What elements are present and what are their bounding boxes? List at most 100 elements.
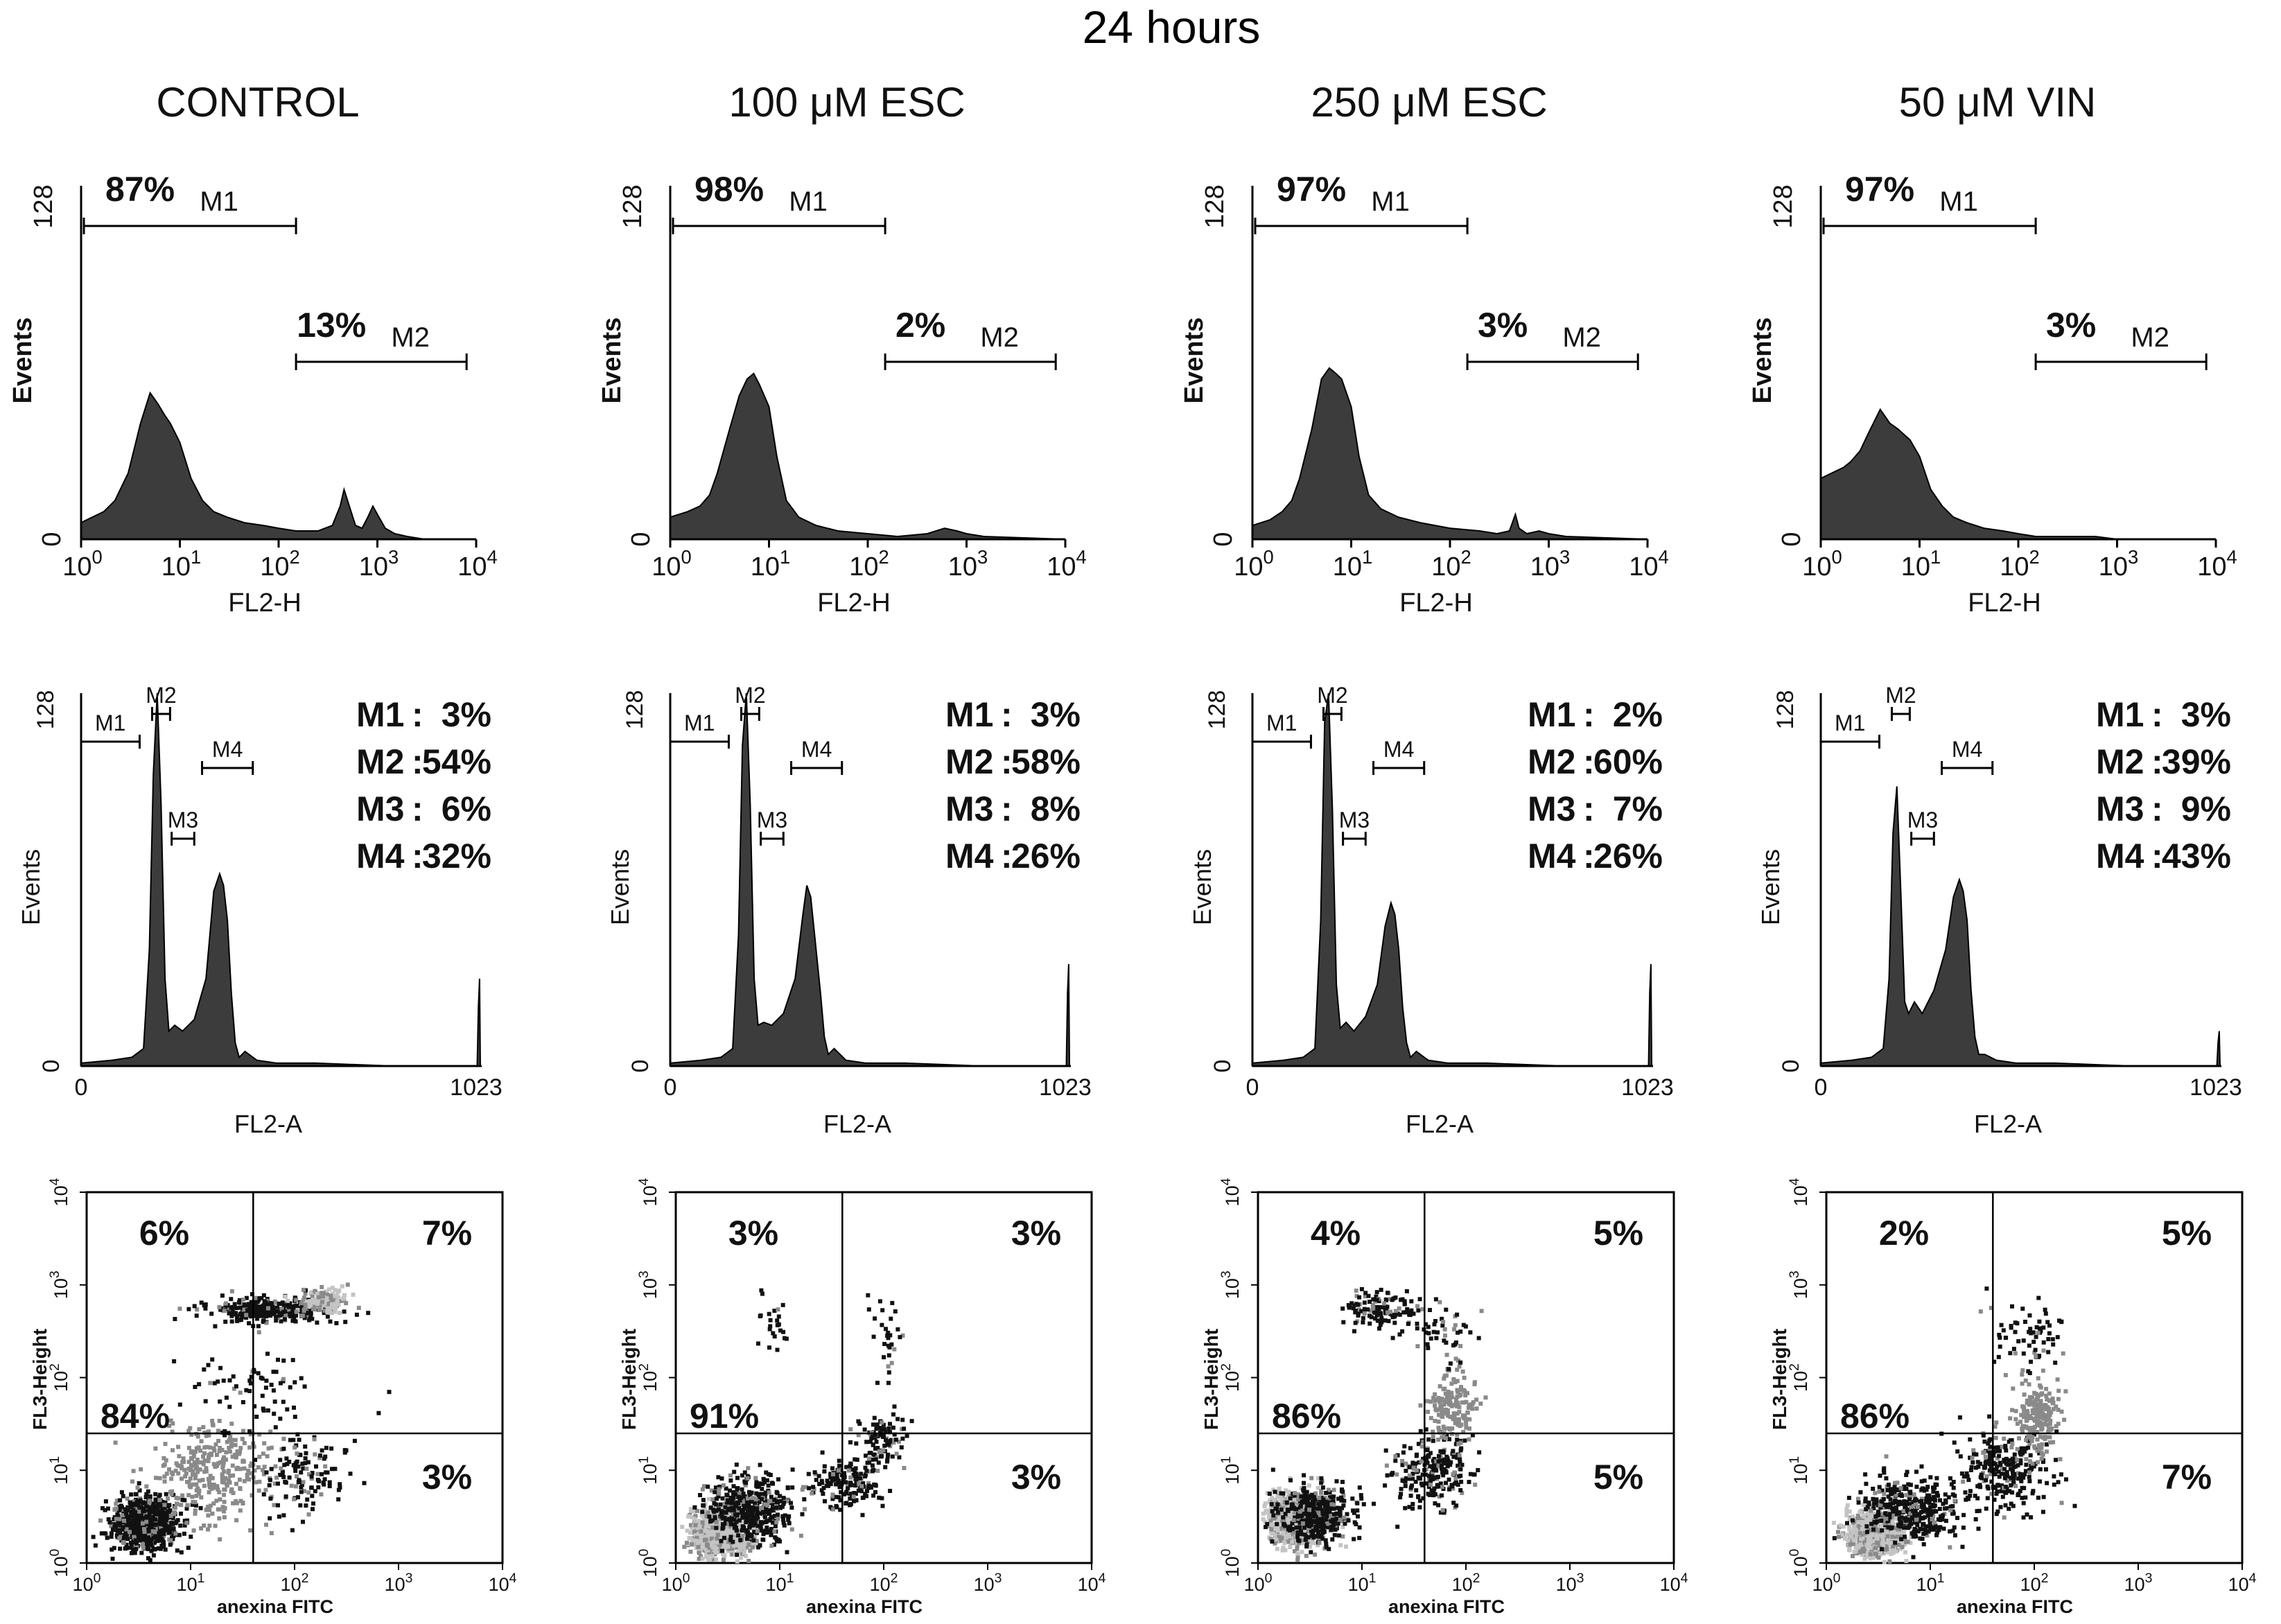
dot <box>303 1456 308 1460</box>
marker-label: M1 <box>684 710 715 735</box>
dot <box>776 1477 780 1482</box>
dot <box>253 1300 257 1304</box>
dot <box>310 1294 315 1299</box>
cc-colon: : <box>1001 789 1013 828</box>
dot <box>146 1546 151 1551</box>
dot <box>751 1514 756 1519</box>
dot <box>146 1535 150 1540</box>
dot <box>229 1442 234 1447</box>
dot <box>193 1472 198 1477</box>
dot <box>149 1542 154 1547</box>
dot <box>106 1517 111 1521</box>
dot <box>238 1449 243 1454</box>
x-tick-label-exp: 1 <box>1362 546 1372 568</box>
dot <box>202 1303 207 1308</box>
dot <box>124 1542 129 1547</box>
dot <box>137 1510 141 1514</box>
dot <box>324 1296 329 1301</box>
dot <box>239 1318 243 1322</box>
dot <box>299 1490 304 1494</box>
dot <box>156 1529 161 1533</box>
dot <box>844 1490 849 1494</box>
dot <box>261 1408 266 1413</box>
dot <box>132 1528 137 1533</box>
dot <box>227 1445 231 1450</box>
dot <box>153 1522 158 1527</box>
dot <box>366 1311 371 1316</box>
dot <box>184 1506 189 1511</box>
dot <box>692 1530 697 1535</box>
x-tick-label-exp: 1 <box>787 1571 794 1586</box>
dot <box>259 1295 264 1300</box>
dot <box>167 1524 172 1529</box>
quadrant-ur-percent: 3% <box>1011 1214 1061 1252</box>
x-tick-label-base: 10 <box>457 552 487 582</box>
dot <box>732 1469 737 1474</box>
dot <box>897 1455 902 1460</box>
dot <box>888 1439 893 1444</box>
dot <box>335 1290 340 1295</box>
dot <box>886 1364 891 1369</box>
dot <box>330 1467 334 1472</box>
dot <box>299 1376 304 1381</box>
dot <box>320 1291 324 1295</box>
dot <box>109 1535 114 1539</box>
dot <box>729 1501 734 1505</box>
y-tick-label: 103 <box>636 1271 661 1299</box>
dot <box>857 1422 862 1426</box>
dot <box>1330 1537 1335 1542</box>
dot <box>726 1539 731 1544</box>
dot <box>189 1465 193 1470</box>
dot <box>260 1376 265 1381</box>
dot <box>195 1486 200 1491</box>
dot <box>271 1307 276 1311</box>
dot <box>1271 1487 1276 1492</box>
dot <box>721 1483 726 1487</box>
dot <box>863 1492 868 1496</box>
dot <box>774 1505 779 1510</box>
marker-m1-label: M1 <box>200 186 238 217</box>
dot <box>768 1517 773 1521</box>
dot <box>237 1451 242 1456</box>
dot <box>287 1475 292 1480</box>
dot <box>148 1524 152 1529</box>
dot <box>113 1440 118 1445</box>
dot <box>858 1486 863 1491</box>
dot <box>751 1538 756 1543</box>
dot <box>892 1432 897 1437</box>
dot <box>776 1307 780 1312</box>
dot <box>1316 1506 1320 1511</box>
dot <box>1290 1503 1295 1508</box>
dot <box>810 1491 814 1496</box>
dot <box>118 1546 123 1551</box>
dot <box>182 1498 187 1503</box>
dot <box>234 1481 238 1486</box>
dot <box>279 1307 284 1311</box>
dot <box>119 1527 124 1532</box>
dot <box>166 1504 171 1509</box>
dot <box>722 1510 726 1514</box>
dot <box>778 1505 783 1510</box>
dot <box>900 1417 905 1422</box>
dot <box>157 1495 161 1499</box>
dot <box>714 1520 719 1525</box>
dot <box>700 1556 705 1561</box>
dot <box>272 1299 277 1304</box>
dot <box>121 1525 125 1530</box>
dot <box>294 1313 299 1318</box>
dot <box>1273 1525 1277 1530</box>
dot <box>1355 1508 1360 1513</box>
dot <box>264 1379 269 1383</box>
dot <box>152 1547 157 1552</box>
dot <box>870 1457 875 1462</box>
y-tick-label: 103 <box>47 1271 71 1299</box>
dot <box>883 1465 888 1469</box>
dot <box>201 1454 205 1459</box>
dot <box>701 1514 706 1519</box>
dot <box>125 1537 130 1542</box>
dot <box>164 1458 168 1463</box>
dot <box>739 1540 744 1545</box>
dot <box>218 1537 222 1542</box>
dot <box>144 1541 148 1546</box>
